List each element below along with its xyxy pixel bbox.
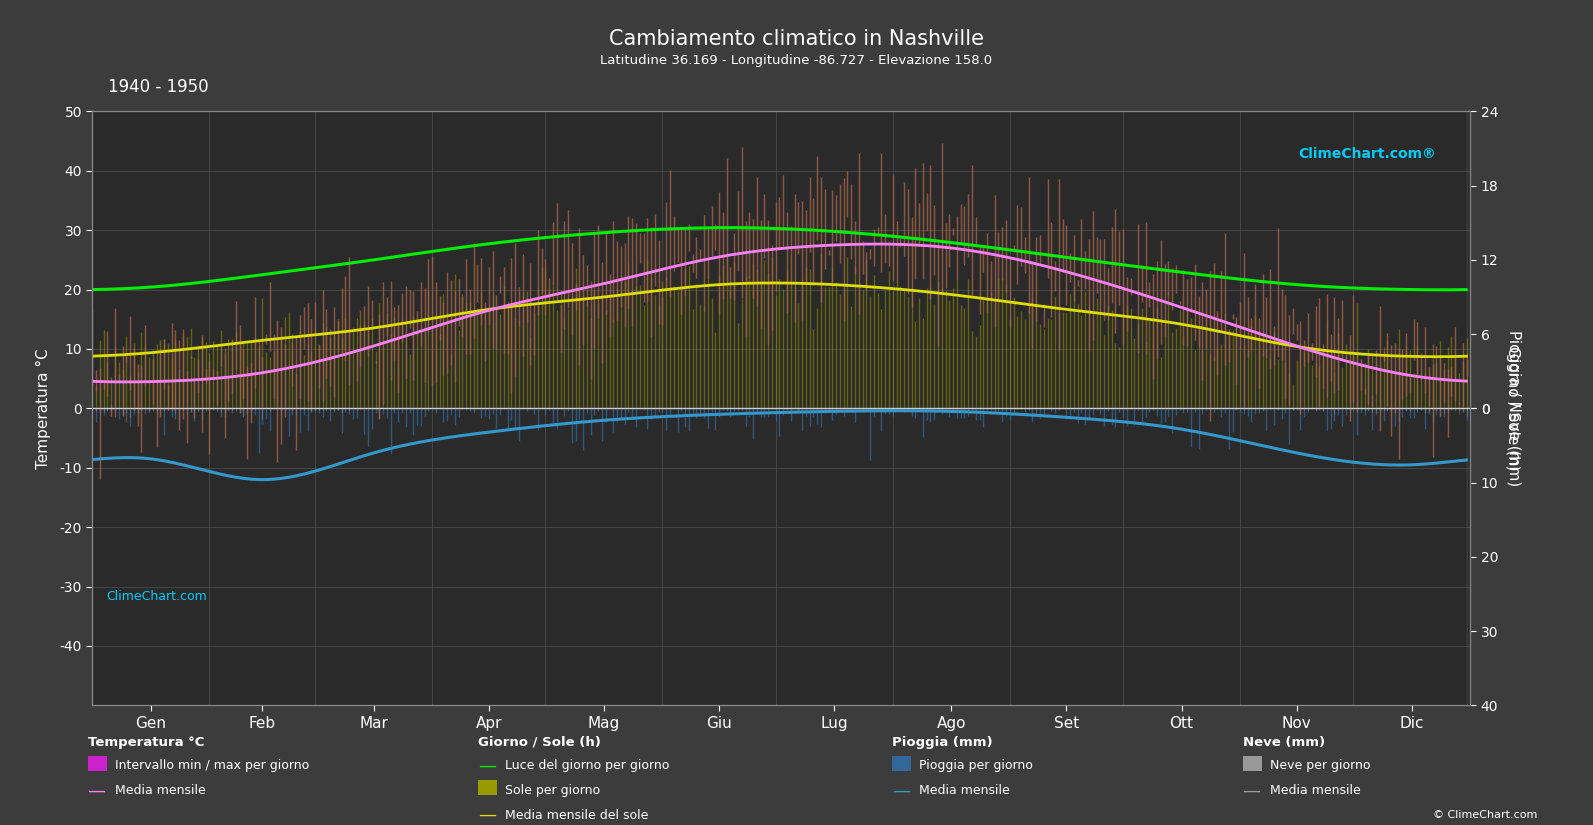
Text: Pioggia per giorno: Pioggia per giorno — [919, 759, 1032, 772]
Text: ClimeChart.com: ClimeChart.com — [107, 590, 207, 602]
Text: Cambiamento climatico in Nashville: Cambiamento climatico in Nashville — [609, 29, 984, 49]
Y-axis label: Pioggia / Neve (mm): Pioggia / Neve (mm) — [1505, 330, 1521, 487]
Y-axis label: Giorno / Sole (h): Giorno / Sole (h) — [1505, 346, 1521, 471]
Text: ClimeChart.com®: ClimeChart.com® — [1298, 147, 1435, 161]
Text: Intervallo min / max per giorno: Intervallo min / max per giorno — [115, 759, 309, 772]
Text: Giorno / Sole (h): Giorno / Sole (h) — [478, 736, 601, 749]
Text: —: — — [478, 757, 495, 775]
Text: —: — — [1243, 781, 1260, 799]
Text: Temperatura °C: Temperatura °C — [88, 736, 204, 749]
Text: Luce del giorno per giorno: Luce del giorno per giorno — [505, 759, 669, 772]
Y-axis label: Temperatura °C: Temperatura °C — [37, 348, 51, 469]
Text: Latitudine 36.169 - Longitudine -86.727 - Elevazione 158.0: Latitudine 36.169 - Longitudine -86.727 … — [601, 54, 992, 67]
Text: Media mensile: Media mensile — [1270, 784, 1360, 797]
Text: Neve per giorno: Neve per giorno — [1270, 759, 1370, 772]
Text: —: — — [892, 781, 910, 799]
Text: Media mensile del sole: Media mensile del sole — [505, 808, 648, 822]
Text: Pioggia (mm): Pioggia (mm) — [892, 736, 992, 749]
Text: Media mensile: Media mensile — [115, 784, 205, 797]
Text: 1940 - 1950: 1940 - 1950 — [108, 78, 209, 97]
Text: —: — — [88, 781, 105, 799]
Text: © ClimeChart.com: © ClimeChart.com — [1432, 810, 1537, 820]
Text: —: — — [478, 806, 495, 824]
Text: Sole per giorno: Sole per giorno — [505, 784, 601, 797]
Text: Media mensile: Media mensile — [919, 784, 1010, 797]
Text: Neve (mm): Neve (mm) — [1243, 736, 1325, 749]
